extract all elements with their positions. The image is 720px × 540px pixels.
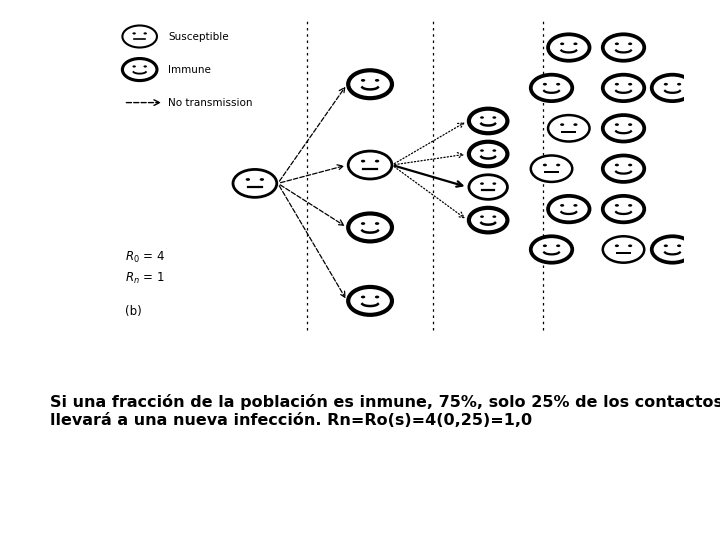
Circle shape	[543, 245, 547, 247]
Circle shape	[556, 164, 560, 166]
Circle shape	[652, 75, 693, 101]
Circle shape	[560, 43, 564, 45]
Circle shape	[573, 43, 577, 45]
Circle shape	[615, 204, 619, 207]
Circle shape	[615, 245, 619, 247]
Circle shape	[492, 183, 496, 185]
Circle shape	[556, 83, 560, 85]
Circle shape	[677, 83, 681, 85]
Circle shape	[361, 295, 365, 299]
Circle shape	[628, 43, 632, 45]
Circle shape	[122, 25, 157, 48]
Circle shape	[628, 123, 632, 126]
Text: (b): (b)	[125, 305, 142, 318]
Circle shape	[469, 175, 508, 199]
Text: Si una fracción de la población es inmune, 75%, solo 25% de los contactos
llevar: Si una fracción de la población es inmun…	[50, 394, 720, 428]
Circle shape	[664, 83, 668, 85]
Circle shape	[132, 32, 136, 35]
Circle shape	[560, 123, 564, 126]
Circle shape	[615, 43, 619, 45]
Circle shape	[573, 204, 577, 207]
Circle shape	[480, 116, 484, 119]
Circle shape	[469, 109, 508, 133]
Circle shape	[348, 213, 392, 241]
Circle shape	[628, 204, 632, 207]
Circle shape	[556, 245, 560, 247]
Circle shape	[628, 83, 632, 85]
Circle shape	[603, 75, 644, 101]
Circle shape	[664, 245, 668, 247]
Circle shape	[548, 35, 590, 60]
Circle shape	[560, 204, 564, 207]
Circle shape	[143, 32, 147, 35]
Circle shape	[480, 215, 484, 218]
Circle shape	[652, 237, 693, 262]
Circle shape	[548, 115, 590, 141]
Circle shape	[615, 83, 619, 85]
Circle shape	[677, 245, 681, 247]
Circle shape	[492, 116, 496, 119]
Text: Susceptible: Susceptible	[168, 31, 229, 42]
Circle shape	[603, 115, 644, 141]
Circle shape	[603, 196, 644, 222]
Circle shape	[603, 237, 644, 262]
Circle shape	[628, 164, 632, 166]
Circle shape	[628, 245, 632, 247]
Circle shape	[122, 58, 157, 80]
Circle shape	[543, 83, 547, 85]
Circle shape	[603, 156, 644, 182]
Circle shape	[469, 141, 508, 166]
Circle shape	[615, 123, 619, 126]
Circle shape	[469, 208, 508, 232]
Circle shape	[361, 79, 365, 82]
Circle shape	[492, 215, 496, 218]
Circle shape	[531, 156, 572, 182]
Circle shape	[375, 222, 379, 225]
Circle shape	[132, 65, 136, 68]
Circle shape	[375, 79, 379, 82]
Circle shape	[548, 196, 590, 222]
Text: $R_0$ = 4
$R_n$ = 1: $R_0$ = 4 $R_n$ = 1	[125, 249, 165, 286]
Circle shape	[480, 150, 484, 152]
Circle shape	[603, 35, 644, 60]
Circle shape	[348, 70, 392, 98]
Circle shape	[573, 123, 577, 126]
Circle shape	[492, 150, 496, 152]
Circle shape	[375, 160, 379, 163]
Circle shape	[246, 178, 250, 181]
Circle shape	[260, 178, 264, 181]
Circle shape	[615, 164, 619, 166]
Circle shape	[348, 287, 392, 315]
Circle shape	[543, 164, 547, 166]
Circle shape	[531, 75, 572, 101]
Circle shape	[361, 222, 365, 225]
Circle shape	[361, 160, 365, 163]
Circle shape	[375, 295, 379, 299]
Circle shape	[348, 151, 392, 179]
Text: Immune: Immune	[168, 65, 212, 75]
Circle shape	[233, 170, 276, 197]
Circle shape	[143, 65, 147, 68]
Circle shape	[531, 237, 572, 262]
Text: No transmission: No transmission	[168, 98, 253, 107]
Circle shape	[480, 183, 484, 185]
